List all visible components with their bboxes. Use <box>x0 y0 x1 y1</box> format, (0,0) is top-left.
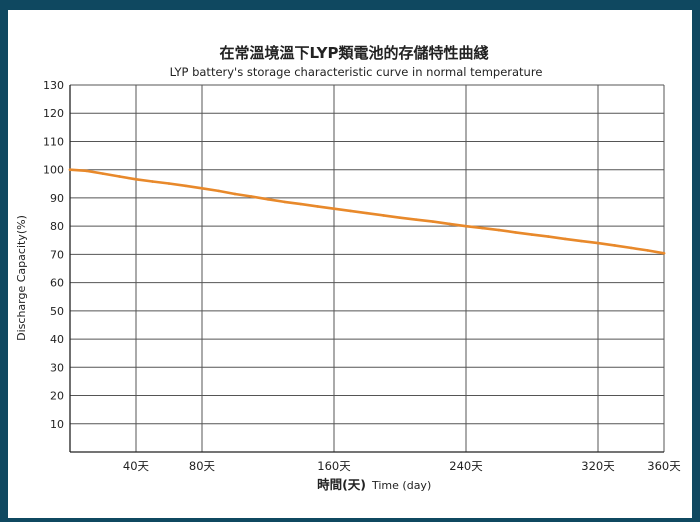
data-point <box>233 192 237 196</box>
y-tick-label: 10 <box>50 418 64 431</box>
data-point <box>398 216 402 219</box>
data-point <box>629 246 633 250</box>
data-point <box>580 239 583 243</box>
data-point <box>415 218 418 221</box>
data-point <box>431 220 435 223</box>
y-tick-label: 130 <box>43 79 64 92</box>
y-tick-label: 100 <box>43 164 64 177</box>
data-point <box>613 244 616 247</box>
storage-curve-chart: 在常溫境溫下LYP類電池的存儲特性曲綫 LYP battery's storag… <box>15 44 681 492</box>
data-point <box>514 231 517 234</box>
chart-card: 在常溫境溫下LYP類電池的存儲特性曲綫 LYP battery's storag… <box>8 10 692 518</box>
data-point <box>101 172 105 175</box>
data-point <box>332 207 336 210</box>
y-tick-label: 60 <box>50 277 64 290</box>
data-point <box>530 233 534 236</box>
data-point <box>266 198 270 201</box>
data-point <box>481 226 484 230</box>
y-tick-label: 90 <box>50 192 64 205</box>
chart-subtitle: LYP battery's storage characteristic cur… <box>170 65 543 79</box>
data-point <box>596 241 600 245</box>
x-tick-label: 160天 <box>317 459 351 473</box>
data-point <box>85 169 88 173</box>
y-tick-label: 30 <box>50 361 64 374</box>
y-tick-label: 80 <box>50 220 64 233</box>
y-tick-label: 20 <box>50 390 64 403</box>
data-point <box>167 182 171 185</box>
data-point <box>250 195 253 198</box>
data-point <box>134 177 138 181</box>
data-point <box>349 209 352 213</box>
plot-area: 10 20 30 40 50 60 70 80 90 100 110 120 130 40天 80天 160天… <box>43 79 681 473</box>
data-point <box>316 205 319 208</box>
data-point <box>563 237 567 241</box>
x-axis-label: 時間(天) Time (day) <box>317 477 431 492</box>
data-point <box>646 249 649 252</box>
x-axis-label-en: Time (day) <box>371 479 431 492</box>
x-tick-label: 80天 <box>189 459 216 473</box>
data-point <box>184 184 187 188</box>
data-point <box>299 202 303 206</box>
data-point <box>464 224 468 228</box>
data-point <box>217 189 220 193</box>
data-point <box>283 200 286 204</box>
data-point <box>200 187 204 190</box>
data-point <box>662 251 666 255</box>
y-tick-label: 50 <box>50 305 64 318</box>
y-tick-label: 70 <box>50 248 64 261</box>
data-point <box>497 228 501 232</box>
chart-title: 在常溫境溫下LYP類電池的存儲特性曲綫 <box>219 44 488 62</box>
y-tick-label: 40 <box>50 333 64 346</box>
x-tick-label: 40天 <box>123 459 150 473</box>
data-point <box>448 222 451 226</box>
x-tick-label: 320天 <box>581 459 615 473</box>
y-axis-label: Discharge Capacity(%) <box>15 215 28 341</box>
x-tick-label: 240天 <box>449 459 483 473</box>
data-point <box>118 175 121 178</box>
x-tick-label: 360天 <box>647 459 681 473</box>
data-point <box>547 235 550 238</box>
data-point <box>151 180 154 183</box>
data-point <box>68 168 72 171</box>
y-tick-label: 110 <box>43 135 64 148</box>
x-axis-label-cn: 時間(天) <box>317 477 366 492</box>
capacity-series-line <box>68 168 666 255</box>
data-point <box>365 211 369 215</box>
y-tick-label: 120 <box>43 107 64 120</box>
data-point <box>382 214 385 217</box>
